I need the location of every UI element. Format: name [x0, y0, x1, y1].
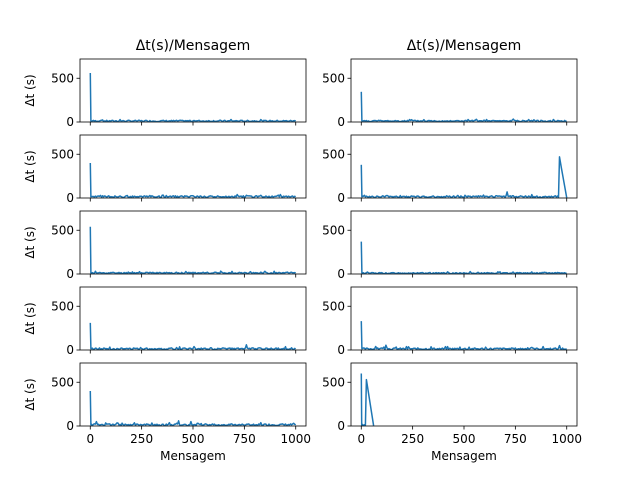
x-tick-label: 250 — [401, 432, 424, 446]
series-line — [89, 226, 296, 274]
plot-area — [351, 363, 577, 426]
subplot-title: Δt(s)/Mensagem — [136, 38, 251, 54]
subplot-r2-c1: 0 500 — [322, 210, 578, 281]
y-tick-label: 0 — [66, 419, 74, 433]
x-tick-label: 1000 — [280, 432, 311, 446]
series-line — [360, 321, 567, 350]
y-tick-label: 500 — [322, 299, 345, 313]
y-tick-label: 500 — [51, 299, 74, 313]
subplot-r3-c0: 0 500 Δt (s) — [23, 286, 307, 357]
y-axis-label: Δt (s) — [23, 226, 37, 258]
plot-area — [80, 211, 306, 274]
plot-area — [80, 287, 306, 350]
x-tick-label: 0 — [86, 432, 94, 446]
subplot-r3-c1: 0 500 — [322, 286, 578, 357]
plot-area — [351, 287, 577, 350]
series-line — [89, 322, 296, 350]
y-tick-label: 500 — [51, 147, 74, 161]
plot-area — [351, 135, 577, 198]
y-tick-label: 500 — [51, 71, 74, 85]
y-tick-label: 0 — [337, 191, 345, 205]
y-tick-label: 0 — [66, 115, 74, 129]
y-tick-label: 500 — [51, 223, 74, 237]
plot-area — [80, 135, 306, 198]
x-tick-label: 1000 — [551, 432, 582, 446]
subplot-r0-c0: 0 500 Δt (s) Δt(s)/Mensagem — [23, 38, 307, 129]
y-axis-label: Δt (s) — [23, 150, 37, 182]
y-tick-label: 0 — [337, 343, 345, 357]
y-tick-label: 500 — [322, 375, 345, 389]
y-tick-label: 500 — [322, 223, 345, 237]
y-tick-label: 500 — [322, 147, 345, 161]
y-tick-label: 0 — [337, 419, 345, 433]
y-tick-label: 500 — [322, 71, 345, 85]
series-line — [89, 72, 296, 122]
y-axis-label: Δt (s) — [23, 74, 37, 106]
x-axis-label: Mensagem — [431, 449, 497, 463]
panel-grid: 0 500 Δt (s) Δt(s)/Mensagem 0 500 Δt(s)/Mensag… — [23, 38, 582, 463]
y-tick-label: 0 — [66, 267, 74, 281]
series-line — [89, 390, 297, 426]
x-axis-label: Mensagem — [160, 449, 226, 463]
y-tick-label: 500 — [51, 375, 74, 389]
plot-area — [351, 59, 577, 122]
series-line — [360, 156, 568, 198]
subplot-r1-c1: 0 500 — [322, 134, 578, 205]
subplot-r0-c1: 0 500 Δt(s)/Mensagem — [322, 38, 578, 129]
x-tick-label: 750 — [233, 432, 256, 446]
plot-area — [80, 59, 306, 122]
series-line — [360, 241, 567, 274]
series-line — [89, 162, 296, 198]
series-line — [360, 91, 567, 122]
y-tick-label: 0 — [66, 343, 74, 357]
plot-area — [351, 211, 577, 274]
x-tick-label: 0 — [357, 432, 365, 446]
subplot-r4-c0: 0 500 0 250 500 750 1000 Δt (s) Mensagem — [23, 362, 311, 463]
x-tick-label: 250 — [130, 432, 153, 446]
y-tick-label: 0 — [337, 267, 345, 281]
subplot-r4-c1: 0 500 0 250 500 750 1000 Mensagem — [322, 362, 582, 463]
subplot-r1-c0: 0 500 Δt (s) — [23, 134, 307, 205]
x-tick-label: 500 — [453, 432, 476, 446]
y-tick-label: 0 — [66, 191, 74, 205]
subplot-r2-c0: 0 500 Δt (s) — [23, 210, 307, 281]
y-axis-label: Δt (s) — [23, 302, 37, 334]
y-tick-label: 0 — [337, 115, 345, 129]
x-tick-label: 500 — [182, 432, 205, 446]
x-tick-label: 750 — [504, 432, 527, 446]
subplot-title: Δt(s)/Mensagem — [407, 38, 522, 54]
y-axis-label: Δt (s) — [23, 378, 37, 410]
plot-area — [80, 363, 306, 426]
